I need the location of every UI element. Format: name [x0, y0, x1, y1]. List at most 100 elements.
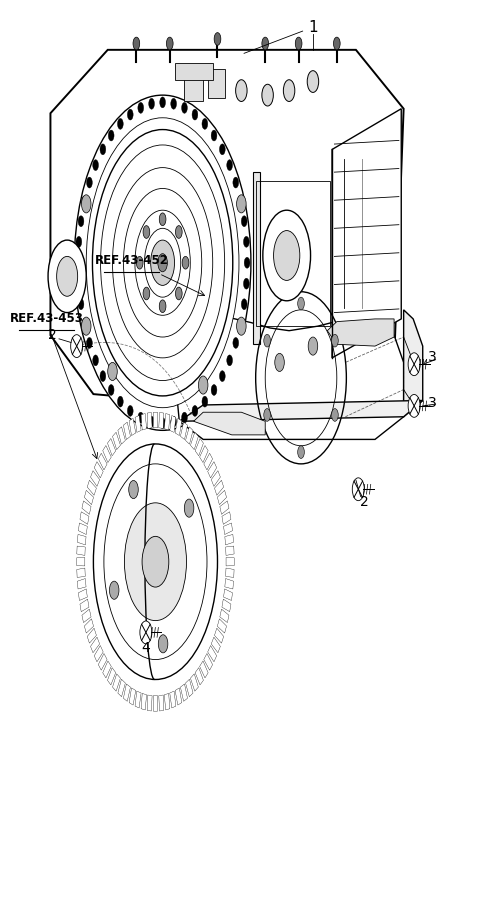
Circle shape	[176, 226, 182, 238]
Circle shape	[78, 299, 84, 310]
Circle shape	[334, 37, 340, 50]
Polygon shape	[404, 310, 423, 417]
Polygon shape	[129, 419, 136, 436]
Polygon shape	[94, 462, 103, 477]
Polygon shape	[91, 471, 100, 487]
Polygon shape	[118, 427, 125, 444]
Circle shape	[264, 334, 270, 347]
Text: REF.43-452: REF.43-452	[95, 255, 168, 267]
Circle shape	[241, 299, 247, 310]
Circle shape	[237, 195, 246, 213]
Polygon shape	[175, 688, 182, 705]
Circle shape	[143, 226, 150, 238]
Text: 3: 3	[428, 396, 437, 410]
Text: REF.43-453: REF.43-453	[10, 313, 84, 325]
Text: 1: 1	[244, 20, 318, 53]
Polygon shape	[204, 653, 213, 670]
Circle shape	[76, 236, 82, 247]
Circle shape	[82, 196, 87, 207]
Circle shape	[118, 119, 123, 130]
Polygon shape	[87, 480, 96, 496]
Circle shape	[332, 334, 338, 347]
Polygon shape	[217, 619, 227, 633]
Polygon shape	[220, 501, 229, 515]
Polygon shape	[225, 579, 234, 589]
Text: 4: 4	[142, 641, 150, 655]
Polygon shape	[147, 412, 152, 429]
Polygon shape	[135, 691, 141, 708]
Circle shape	[158, 635, 168, 653]
Circle shape	[109, 581, 119, 599]
Polygon shape	[191, 674, 198, 691]
Polygon shape	[159, 695, 164, 711]
Polygon shape	[77, 568, 85, 577]
Polygon shape	[80, 599, 89, 612]
Bar	[208, 69, 225, 98]
Polygon shape	[78, 589, 87, 601]
Circle shape	[298, 446, 304, 458]
Polygon shape	[153, 412, 157, 428]
Circle shape	[86, 177, 92, 188]
Polygon shape	[170, 416, 176, 432]
Polygon shape	[200, 446, 208, 463]
Circle shape	[100, 144, 106, 155]
Circle shape	[238, 319, 243, 330]
Circle shape	[100, 371, 106, 381]
Polygon shape	[253, 172, 261, 344]
Circle shape	[241, 216, 247, 226]
Polygon shape	[164, 693, 170, 710]
Circle shape	[93, 130, 233, 396]
Polygon shape	[108, 439, 116, 456]
Circle shape	[142, 536, 169, 587]
Polygon shape	[170, 691, 176, 708]
Circle shape	[298, 297, 304, 310]
Circle shape	[151, 240, 175, 285]
Circle shape	[48, 240, 86, 313]
Polygon shape	[129, 688, 136, 705]
Polygon shape	[153, 696, 157, 711]
Circle shape	[214, 33, 221, 45]
Circle shape	[233, 338, 239, 349]
Circle shape	[182, 256, 189, 269]
Circle shape	[295, 37, 302, 50]
Polygon shape	[226, 568, 234, 577]
Polygon shape	[80, 512, 89, 525]
Circle shape	[86, 118, 239, 408]
Circle shape	[82, 195, 91, 213]
Circle shape	[108, 130, 114, 141]
Polygon shape	[204, 453, 213, 470]
Polygon shape	[191, 432, 198, 449]
Text: 2: 2	[360, 495, 369, 509]
Circle shape	[332, 409, 338, 421]
Polygon shape	[175, 63, 213, 80]
Polygon shape	[103, 660, 111, 678]
Polygon shape	[215, 628, 224, 643]
Circle shape	[127, 109, 133, 120]
Circle shape	[75, 257, 81, 268]
Polygon shape	[112, 674, 120, 691]
Polygon shape	[118, 680, 125, 697]
Circle shape	[263, 210, 311, 301]
Polygon shape	[186, 427, 193, 444]
Circle shape	[264, 409, 270, 421]
Circle shape	[140, 621, 152, 644]
Polygon shape	[94, 646, 103, 661]
Polygon shape	[82, 609, 91, 622]
Circle shape	[86, 338, 92, 349]
Polygon shape	[226, 557, 234, 566]
Polygon shape	[112, 432, 120, 449]
Polygon shape	[224, 523, 232, 535]
Circle shape	[227, 355, 232, 366]
Circle shape	[57, 256, 78, 296]
Circle shape	[181, 412, 187, 423]
Circle shape	[181, 102, 187, 113]
Circle shape	[233, 177, 239, 188]
Polygon shape	[103, 446, 111, 463]
Text: 2: 2	[48, 328, 57, 342]
Polygon shape	[50, 50, 404, 412]
Polygon shape	[98, 453, 107, 470]
Circle shape	[236, 80, 247, 101]
Circle shape	[82, 317, 91, 335]
Circle shape	[160, 418, 166, 429]
Circle shape	[74, 95, 251, 430]
